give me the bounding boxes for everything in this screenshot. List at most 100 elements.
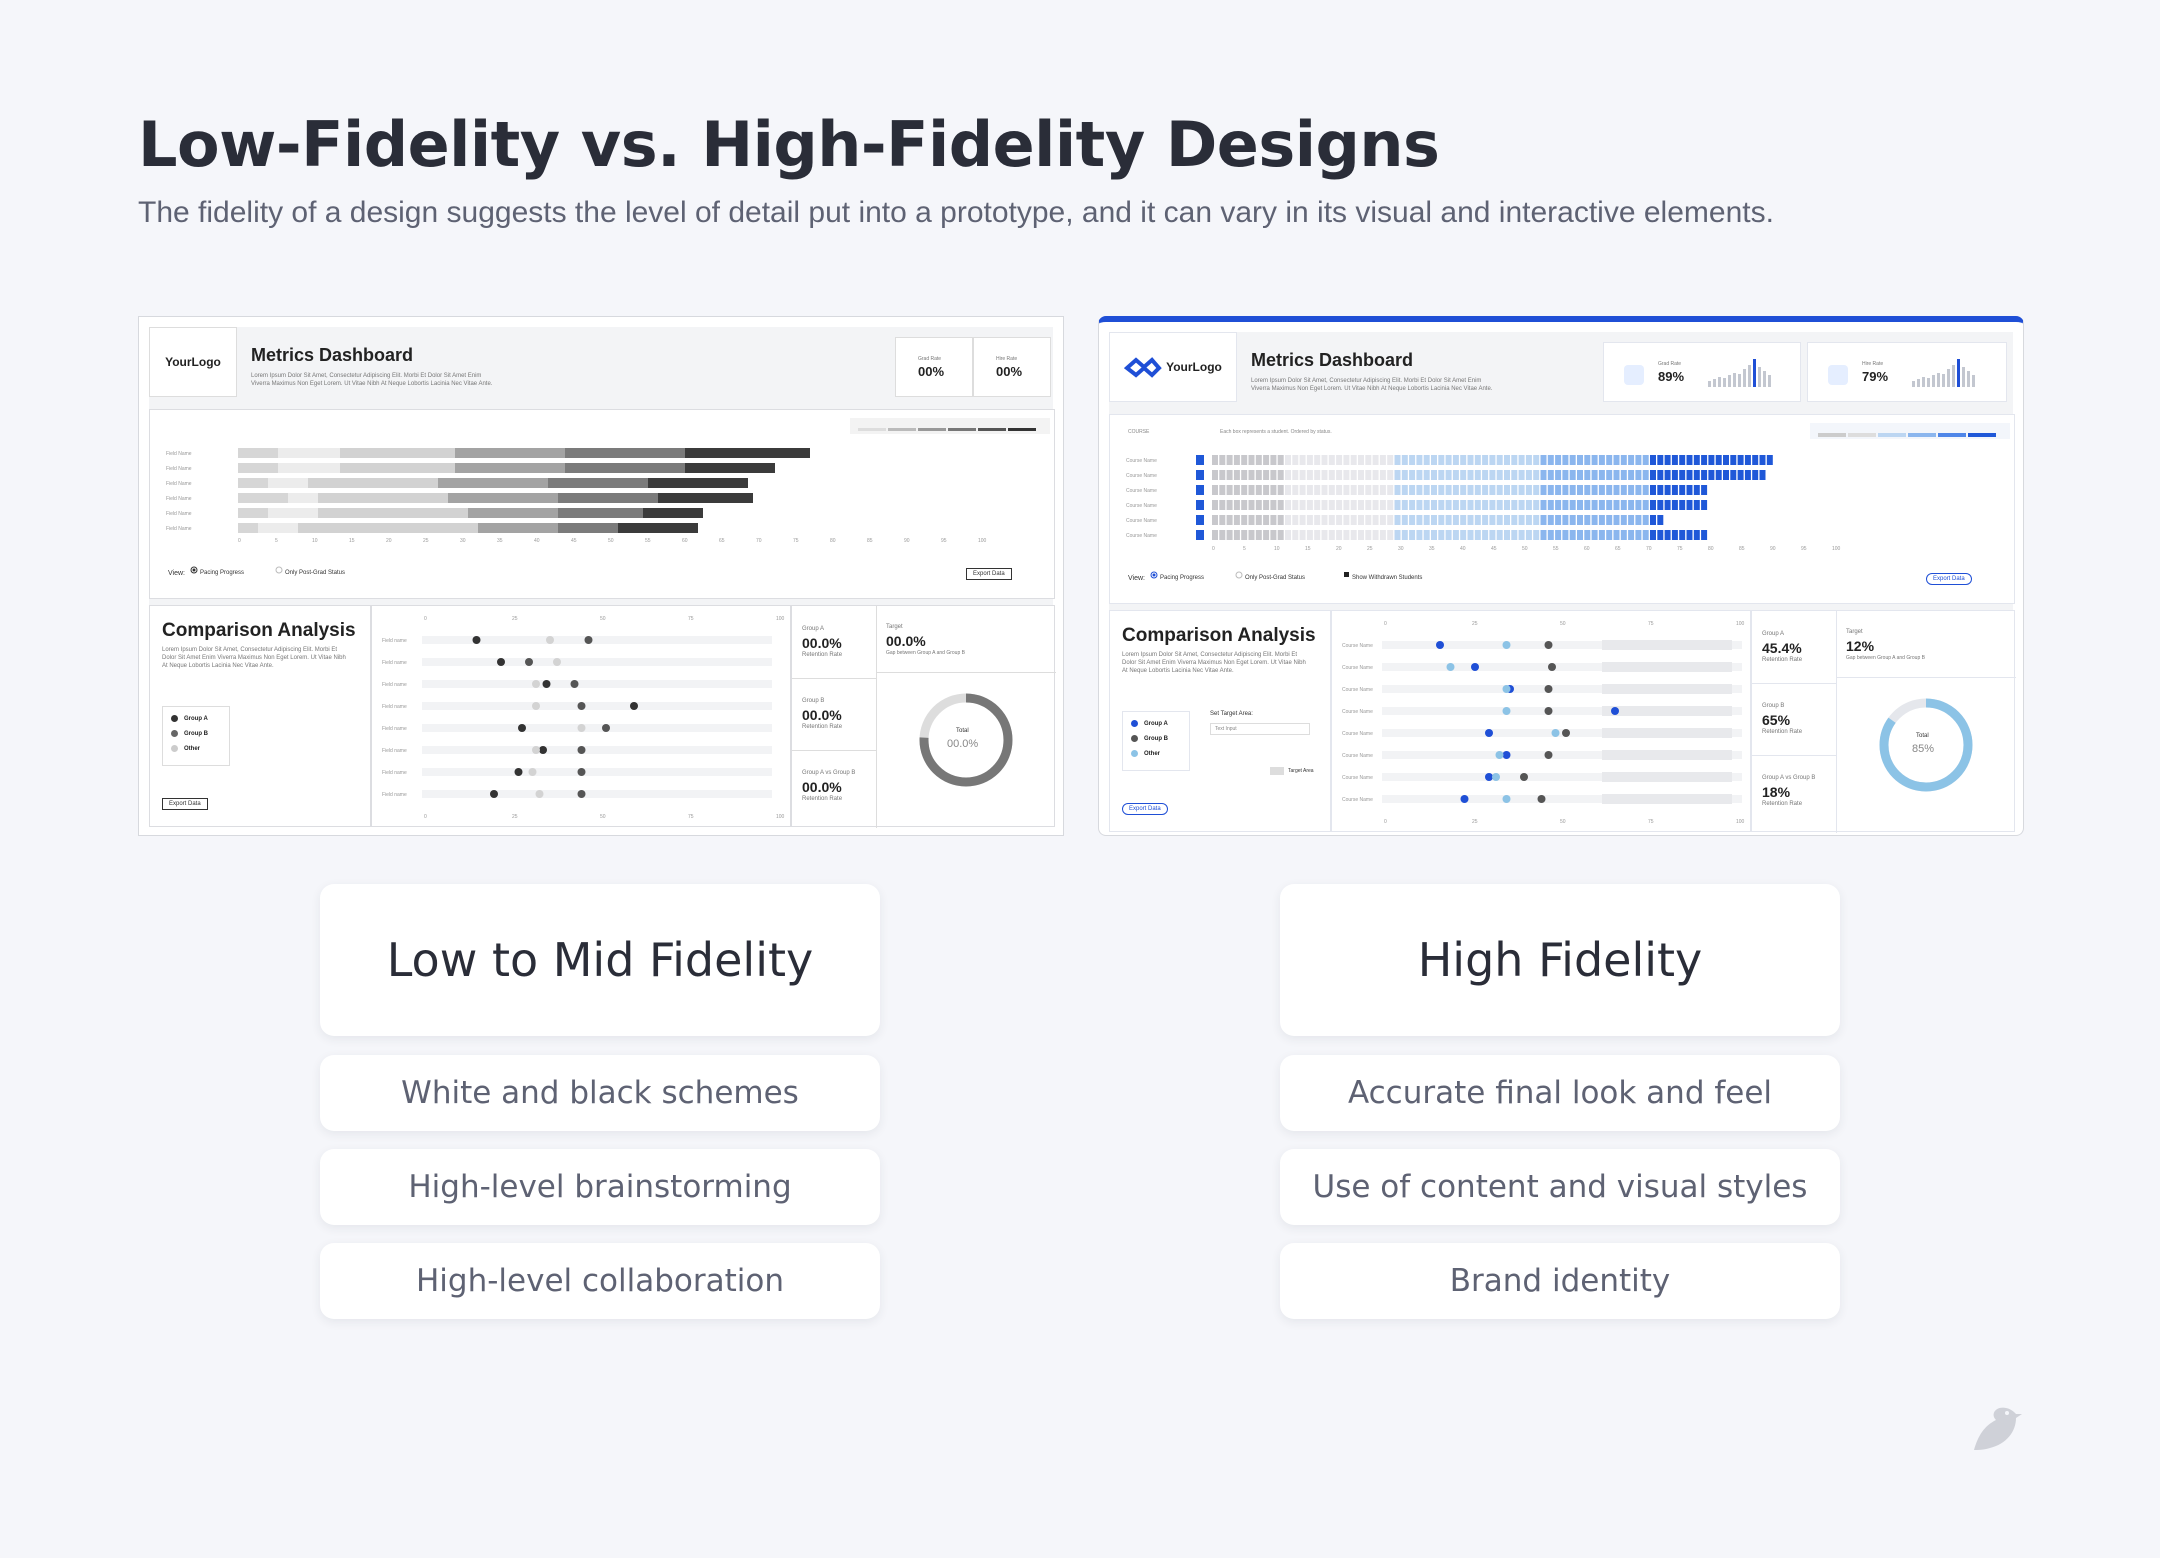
data-dot bbox=[490, 790, 498, 798]
student-box bbox=[1277, 455, 1284, 465]
total-value: 00.0% bbox=[947, 738, 979, 750]
stat-value: 18% bbox=[1762, 784, 1791, 800]
axis-tick: 0 bbox=[1384, 819, 1387, 825]
axis-tick: 60 bbox=[682, 538, 688, 544]
hifi-radio-postgrad[interactable]: Only Post-Grad Status bbox=[1245, 575, 1306, 581]
hifi-export-button[interactable]: Export Data bbox=[1926, 573, 1972, 585]
dot-row-label: Field name bbox=[382, 638, 407, 644]
dot-track bbox=[1382, 663, 1742, 671]
hifi-logo-text: YourLogo bbox=[1166, 360, 1222, 374]
student-box bbox=[1233, 500, 1240, 510]
student-box bbox=[1708, 470, 1715, 480]
hifi-check-withdrawn[interactable]: Show Withdrawn Students bbox=[1352, 575, 1423, 581]
student-box bbox=[1379, 530, 1386, 540]
student-box bbox=[1540, 485, 1547, 495]
dot-row-label: Course Name bbox=[1342, 731, 1373, 737]
student-box bbox=[1401, 500, 1408, 510]
dot-track bbox=[1382, 795, 1742, 803]
dot-track bbox=[1382, 751, 1742, 759]
bar-segment bbox=[558, 508, 643, 518]
student-box bbox=[1482, 470, 1489, 480]
lofi-radio-postgrad[interactable]: Only Post-Grad Status bbox=[285, 570, 346, 576]
student-box bbox=[1226, 470, 1233, 480]
target-value: 00.0% bbox=[886, 633, 926, 649]
student-box bbox=[1723, 455, 1729, 465]
bar-segment bbox=[468, 508, 558, 518]
student-box bbox=[1650, 530, 1656, 540]
low-fidelity-item-text: High-level collaboration bbox=[415, 1263, 784, 1299]
student-box bbox=[1445, 515, 1452, 525]
target-area-input[interactable]: Text Input bbox=[1210, 723, 1310, 735]
lofi-radio-pacing[interactable]: Pacing Progress bbox=[200, 570, 245, 576]
axis-tick: 75 bbox=[688, 814, 694, 820]
lofi-comparison-export-button[interactable]: Export Data bbox=[162, 798, 208, 810]
student-box bbox=[1401, 470, 1408, 480]
student-box bbox=[1233, 515, 1240, 525]
student-box bbox=[1467, 530, 1474, 540]
student-box bbox=[1423, 530, 1430, 540]
row-marker bbox=[1196, 515, 1204, 525]
student-box bbox=[1518, 500, 1525, 510]
student-box bbox=[1241, 515, 1248, 525]
hifi-comparison-export-button[interactable]: Export Data bbox=[1122, 803, 1168, 815]
axis-tick: 80 bbox=[830, 538, 836, 544]
axis-tick: 65 bbox=[719, 538, 725, 544]
student-box bbox=[1577, 500, 1583, 510]
student-box bbox=[1219, 470, 1226, 480]
student-box bbox=[1270, 500, 1277, 510]
student-box bbox=[1321, 515, 1328, 525]
student-box bbox=[1504, 515, 1510, 525]
student-box bbox=[1394, 470, 1401, 480]
student-box bbox=[1314, 470, 1321, 480]
checkbox-icon bbox=[1344, 572, 1349, 577]
student-box bbox=[1285, 515, 1291, 525]
student-box bbox=[1270, 470, 1277, 480]
legend-other: Other bbox=[184, 745, 201, 752]
dot-track bbox=[422, 636, 772, 644]
data-dot bbox=[539, 746, 547, 754]
student-box bbox=[1233, 455, 1240, 465]
data-dot bbox=[1520, 773, 1528, 781]
student-box bbox=[1460, 500, 1467, 510]
student-box bbox=[1577, 530, 1583, 540]
bar-segment bbox=[278, 463, 340, 473]
student-box bbox=[1584, 530, 1591, 540]
hifi-radio-pacing[interactable]: Pacing Progress bbox=[1160, 575, 1205, 581]
spark-bar bbox=[1723, 378, 1726, 387]
hire-icon bbox=[1828, 365, 1848, 385]
student-box bbox=[1620, 515, 1627, 525]
student-box bbox=[1555, 500, 1562, 510]
student-box bbox=[1277, 470, 1284, 480]
student-box bbox=[1701, 485, 1708, 495]
student-box bbox=[1650, 500, 1656, 510]
student-box bbox=[1686, 530, 1693, 540]
student-box bbox=[1489, 500, 1496, 510]
student-box bbox=[1438, 485, 1445, 495]
data-dot bbox=[1502, 751, 1511, 759]
axis-tick: 15 bbox=[1305, 546, 1311, 552]
legend-swatch bbox=[918, 428, 946, 431]
student-box bbox=[1642, 470, 1649, 480]
student-box bbox=[1285, 530, 1291, 540]
high-fidelity-item-text: Brand identity bbox=[1449, 1263, 1671, 1299]
data-dot bbox=[542, 680, 551, 688]
axis-tick: 0 bbox=[1384, 621, 1387, 627]
student-box bbox=[1431, 530, 1437, 540]
lofi-logo-text: YourLogo bbox=[165, 355, 221, 369]
student-box bbox=[1569, 530, 1576, 540]
student-box bbox=[1613, 485, 1620, 495]
lofi-desc-1: Lorem Ipsum Dolor Sit Amet, Consectetur … bbox=[251, 373, 482, 379]
student-box bbox=[1752, 470, 1759, 480]
lofi-dashboard-title: Metrics Dashboard bbox=[251, 345, 414, 365]
lofi-kpi-hire: Hire Rate 00% bbox=[973, 337, 1051, 397]
student-box bbox=[1336, 485, 1343, 495]
student-box bbox=[1409, 455, 1416, 465]
hifi-dot-plot-panel: 0 0 25 25 50 50 75 75 100 100 Course Name Course Na… bbox=[1331, 610, 1751, 832]
student-box bbox=[1752, 455, 1759, 465]
hifi-desc-2: Viverra Maximus Non Eget Lorem. Ut Vitae… bbox=[1251, 386, 1493, 392]
axis-tick: 20 bbox=[1336, 546, 1342, 552]
lofi-export-button[interactable]: Export Data bbox=[966, 568, 1012, 580]
student-box bbox=[1292, 485, 1299, 495]
data-dot bbox=[525, 658, 533, 666]
dot-row-label: Course Name bbox=[1342, 797, 1373, 803]
